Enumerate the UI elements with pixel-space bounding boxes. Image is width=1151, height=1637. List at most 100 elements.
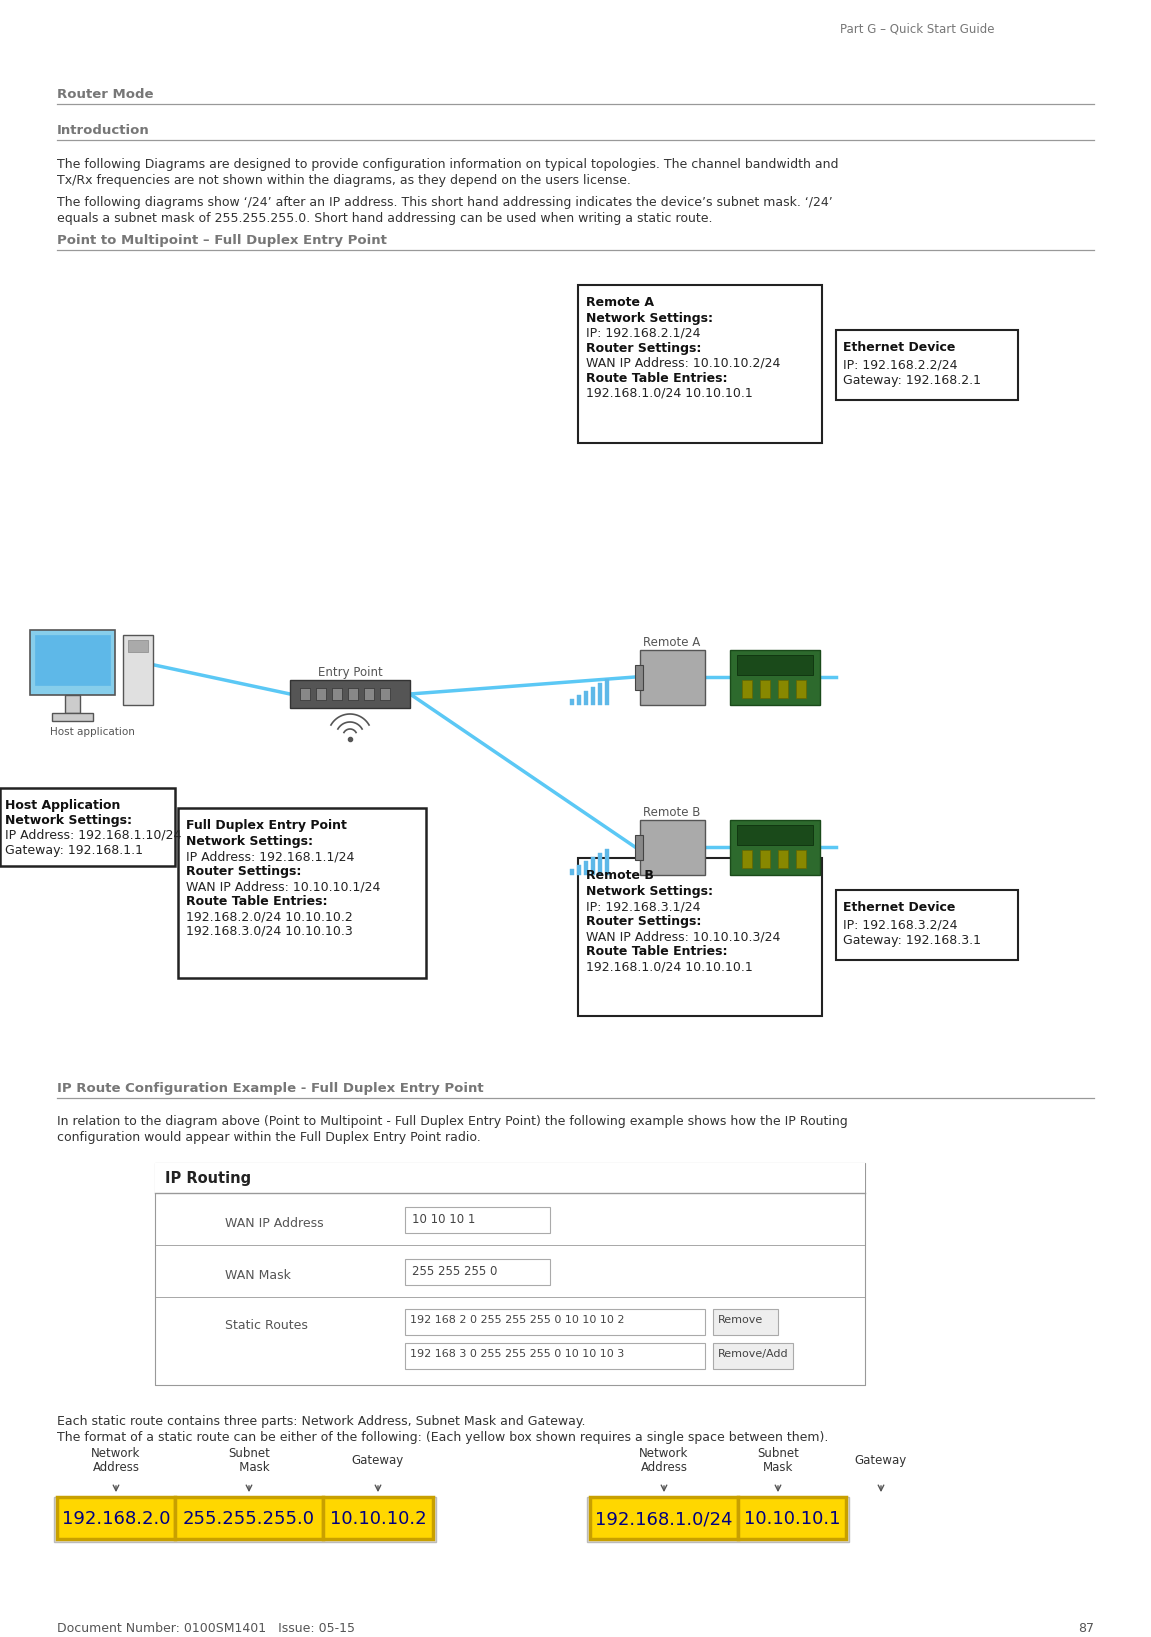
Bar [836,331,1017,399]
Text: 192.168.1.0/24 10.10.10.1: 192.168.1.0/24 10.10.10.1 [586,959,753,972]
Bar [599,683,602,706]
Text: Full Duplex Entry Point: Full Duplex Entry Point [186,818,346,832]
Text: Route Table Entries:: Route Table Entries: [186,895,328,909]
Text: Ethernet Device: Ethernet Device [843,340,955,354]
Bar [730,650,820,706]
Text: 87: 87 [1078,1622,1093,1635]
Text: Gateway: 192.168.1.1: Gateway: 192.168.1.1 [5,845,143,858]
Bar [737,655,813,674]
Text: Gateway: Gateway [855,1454,907,1467]
Text: Host application: Host application [49,727,135,737]
Text: WAN IP Address: 10.10.10.1/24: WAN IP Address: 10.10.10.1/24 [186,881,380,894]
Text: The following Diagrams are designed to provide configuration information on typi: The following Diagrams are designed to p… [58,159,838,170]
Text: WAN IP Address: 10.10.10.3/24: WAN IP Address: 10.10.10.3/24 [586,930,780,943]
Bar [599,853,602,876]
Text: Network: Network [91,1447,140,1460]
Bar [331,688,342,701]
Bar [405,1310,706,1336]
Bar [155,1162,866,1385]
Text: Subnet: Subnet [228,1447,270,1460]
Bar [348,688,358,701]
Bar [128,640,148,652]
Bar [584,861,588,876]
Text: IP: 192.168.3.1/24: IP: 192.168.3.1/24 [586,900,701,913]
Bar [730,820,820,876]
Text: equals a subnet mask of 255.255.255.0. Short hand addressing can be used when wr: equals a subnet mask of 255.255.255.0. S… [58,213,712,224]
Bar [52,714,93,720]
Text: Each static route contains three parts: Network Address, Subnet Mask and Gateway: Each static route contains three parts: … [58,1414,586,1427]
Text: Subnet: Subnet [757,1447,799,1460]
Bar [778,850,788,868]
Text: Entry Point: Entry Point [318,666,382,679]
Text: Introduction: Introduction [58,124,150,138]
Text: Point to Multipoint – Full Duplex Entry Point: Point to Multipoint – Full Duplex Entry … [58,234,387,247]
Text: Address: Address [92,1460,139,1473]
Bar [587,1496,849,1542]
Bar [570,869,574,876]
Text: Mask: Mask [228,1460,269,1473]
Bar [640,820,706,876]
Text: IP: 192.168.2.2/24: IP: 192.168.2.2/24 [843,359,958,372]
Bar [123,635,153,706]
Text: 192.168.3.0/24 10.10.10.3: 192.168.3.0/24 10.10.10.3 [186,925,352,938]
Bar [578,858,822,1017]
Bar [712,1342,793,1369]
Text: IP: 192.168.3.2/24: IP: 192.168.3.2/24 [843,918,958,931]
Text: WAN Mask: WAN Mask [224,1269,291,1282]
Text: Router Settings:: Router Settings: [586,342,701,355]
Text: 192.168.1.0/24 10.10.10.1: 192.168.1.0/24 10.10.10.1 [586,386,753,399]
Bar [712,1310,778,1336]
Bar [605,679,609,706]
Text: Network Settings:: Network Settings: [186,835,313,848]
Bar [778,679,788,697]
Text: Gateway: Gateway [352,1454,404,1467]
Bar [405,1342,706,1369]
Bar [577,696,581,706]
Text: Remove/Add: Remove/Add [718,1349,788,1359]
Text: Mask: Mask [763,1460,793,1473]
Text: Route Table Entries:: Route Table Entries: [586,945,727,958]
Bar [300,688,310,701]
Text: IP Address: 192.168.1.1/24: IP Address: 192.168.1.1/24 [186,850,355,863]
Bar [760,850,770,868]
Bar [380,688,390,701]
Bar [317,688,326,701]
Text: Router Mode: Router Mode [58,88,153,101]
Bar [605,850,609,876]
Text: Ethernet Device: Ethernet Device [843,900,955,913]
Bar [64,696,81,714]
Text: IP Route Configuration Example - Full Duplex Entry Point: IP Route Configuration Example - Full Du… [58,1082,483,1095]
Bar [796,679,806,697]
Bar [796,850,806,868]
Text: 10.10.10.2: 10.10.10.2 [329,1509,426,1527]
Bar [35,635,110,684]
Text: Address: Address [640,1460,687,1473]
Text: Remove: Remove [718,1315,763,1324]
Text: 192 168 2 0 255 255 255 0 10 10 10 2: 192 168 2 0 255 255 255 0 10 10 10 2 [410,1315,625,1324]
Text: 10.10.10.1: 10.10.10.1 [744,1509,840,1527]
Text: WAN IP Address: 10.10.10.2/24: WAN IP Address: 10.10.10.2/24 [586,357,780,370]
Bar [290,679,410,707]
Text: Gateway: 192.168.3.1: Gateway: 192.168.3.1 [843,935,981,946]
Bar [590,858,595,876]
Text: IP Address: 192.168.1.10/24: IP Address: 192.168.1.10/24 [5,828,182,841]
Text: configuration would appear within the Full Duplex Entry Point radio.: configuration would appear within the Fu… [58,1131,481,1144]
Bar [0,787,175,866]
Text: Remote A: Remote A [586,296,654,309]
Text: Network Settings:: Network Settings: [586,886,712,899]
Text: 255.255.255.0: 255.255.255.0 [183,1509,315,1527]
Bar [737,825,813,845]
Bar [58,1496,175,1539]
Text: WAN IP Address: WAN IP Address [224,1216,323,1229]
Text: The following diagrams show ‘/24’ after an IP address. This short hand addressin: The following diagrams show ‘/24’ after … [58,196,833,210]
Text: In relation to the diagram above (Point to Multipoint - Full Duplex Entry Point): In relation to the diagram above (Point … [58,1115,848,1128]
Text: Remote B: Remote B [586,869,654,882]
Text: The format of a static route can be either of the following: (Each yellow box sh: The format of a static route can be eith… [58,1431,829,1444]
Bar [590,1496,738,1539]
Text: Remote A: Remote A [643,637,701,648]
Bar [584,691,588,706]
Bar [175,1496,323,1539]
Text: IP: 192.168.2.1/24: IP: 192.168.2.1/24 [586,327,701,340]
Text: 255 255 255 0: 255 255 255 0 [412,1265,497,1278]
Bar [635,665,643,691]
